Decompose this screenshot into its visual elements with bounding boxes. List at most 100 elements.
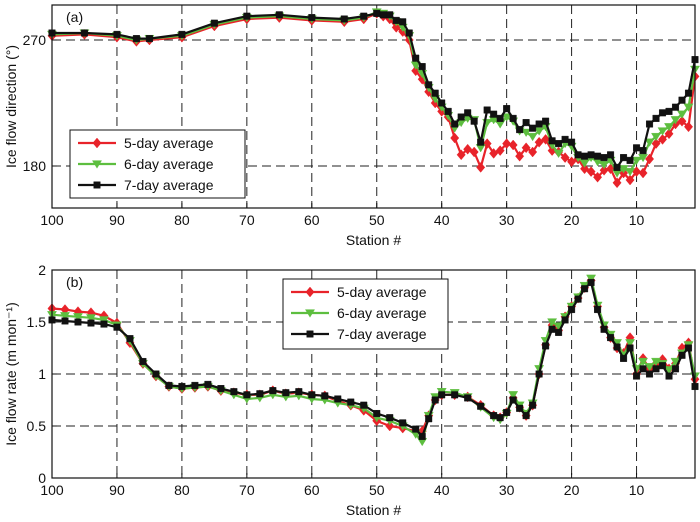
series-2-point <box>340 15 348 23</box>
series-2-point <box>685 344 693 352</box>
series-2-point <box>652 365 660 373</box>
series-0-point <box>508 139 518 151</box>
series-0-point <box>684 121 693 133</box>
series-2-point <box>496 114 504 122</box>
series-2-point <box>113 323 121 331</box>
series-1-point <box>657 127 668 136</box>
legend-swatch-marker-2 <box>306 330 314 338</box>
series-2-point <box>633 372 641 380</box>
series-0-point <box>651 138 661 149</box>
series-0-point <box>450 132 460 144</box>
series-2-point <box>431 396 439 404</box>
panel-label: (a) <box>66 9 83 25</box>
series-2-point <box>672 103 680 111</box>
series-0-point <box>586 166 596 177</box>
legend: 5-day average 6-day average 7-day average <box>69 129 246 199</box>
series-0-point <box>645 153 654 165</box>
x-tick-label: 30 <box>499 212 515 228</box>
series-2-point <box>464 394 472 402</box>
series-2-point <box>490 412 498 420</box>
legend-label-2: 7-day average <box>124 177 214 193</box>
series-1-point <box>508 391 519 400</box>
y-tick-label: 270 <box>23 32 47 48</box>
series-0-point <box>677 115 687 127</box>
series-2-point <box>457 113 465 121</box>
x-tick-label: 40 <box>434 482 450 498</box>
series-2-point <box>574 151 582 159</box>
series-2-point <box>210 19 218 27</box>
series-2-point <box>425 81 433 89</box>
series-2-point <box>678 96 686 104</box>
series-1-point <box>683 103 694 112</box>
series-2-point <box>425 415 433 423</box>
x-axis-label: Station # <box>346 232 401 248</box>
series-2-point <box>243 391 251 399</box>
series-2-point <box>535 370 543 378</box>
series-1-point <box>638 154 648 163</box>
series-2-point <box>555 140 563 148</box>
series-0-point <box>463 143 473 155</box>
series-2-point <box>308 14 316 22</box>
series-0-point <box>625 174 635 186</box>
series-2-point <box>275 11 283 19</box>
series-2-point <box>626 156 634 164</box>
series-2-point <box>594 306 602 314</box>
series-2-point <box>477 402 485 410</box>
series-2-point <box>470 117 478 125</box>
series-0-point <box>502 138 512 149</box>
series-2-point <box>678 351 686 359</box>
series-2-point <box>230 388 238 396</box>
series-2-point <box>386 414 394 422</box>
series-1-point <box>625 168 636 177</box>
series-2-point <box>659 362 667 370</box>
series-1-point <box>638 357 648 367</box>
y-tick-label: 0 <box>38 470 46 486</box>
x-axis-label: Station # <box>346 502 401 518</box>
plot-frame <box>51 4 696 209</box>
series-0-point <box>476 162 486 173</box>
x-tick-label: 50 <box>369 212 385 228</box>
series-2-point <box>503 105 511 113</box>
series-0-point <box>593 171 603 183</box>
series-2-point <box>581 285 589 293</box>
series-1-point <box>677 110 687 119</box>
series-0-point <box>456 149 466 161</box>
series-2-point <box>665 372 673 380</box>
legend-label-0: 5-day average <box>124 135 214 151</box>
series-2-point <box>444 107 452 115</box>
legend-swatch-marker-0 <box>305 286 315 298</box>
series-0-point <box>489 148 499 159</box>
series-2-point <box>399 419 407 427</box>
series-2-point <box>516 126 524 134</box>
series-0-point <box>664 128 674 140</box>
x-tick-label: 100 <box>40 212 64 228</box>
series-1-point <box>644 363 655 372</box>
series-2-point <box>685 89 693 97</box>
series-2-point <box>100 320 108 328</box>
series-2-point <box>561 316 569 324</box>
series-2-point <box>412 425 420 433</box>
series-2-point <box>178 382 186 390</box>
x-tick-label: 30 <box>499 482 515 498</box>
series-2-point <box>496 414 504 422</box>
x-tick-label: 60 <box>304 482 320 498</box>
series-2-point <box>379 11 387 19</box>
series-1-point <box>664 123 674 132</box>
series-2-point <box>386 11 394 19</box>
x-tick-label: 80 <box>174 482 190 498</box>
series-1-point <box>664 366 674 375</box>
y-tick-label: 0.5 <box>27 418 47 434</box>
y-axis-label: Ice flow direction (°) <box>3 45 19 168</box>
series-2-point <box>672 365 680 373</box>
x-tick-label: 10 <box>629 212 645 228</box>
series-2-point <box>490 110 498 118</box>
y-tick-label: 2 <box>38 262 46 278</box>
series-2-point <box>113 30 121 38</box>
series-0-point <box>638 167 648 179</box>
x-tick-label: 20 <box>564 212 580 228</box>
series-2-point <box>509 396 517 404</box>
series-2-point <box>392 16 400 24</box>
series-1-point <box>501 113 512 122</box>
series-2-point <box>600 154 608 162</box>
series-2-point <box>61 317 69 325</box>
